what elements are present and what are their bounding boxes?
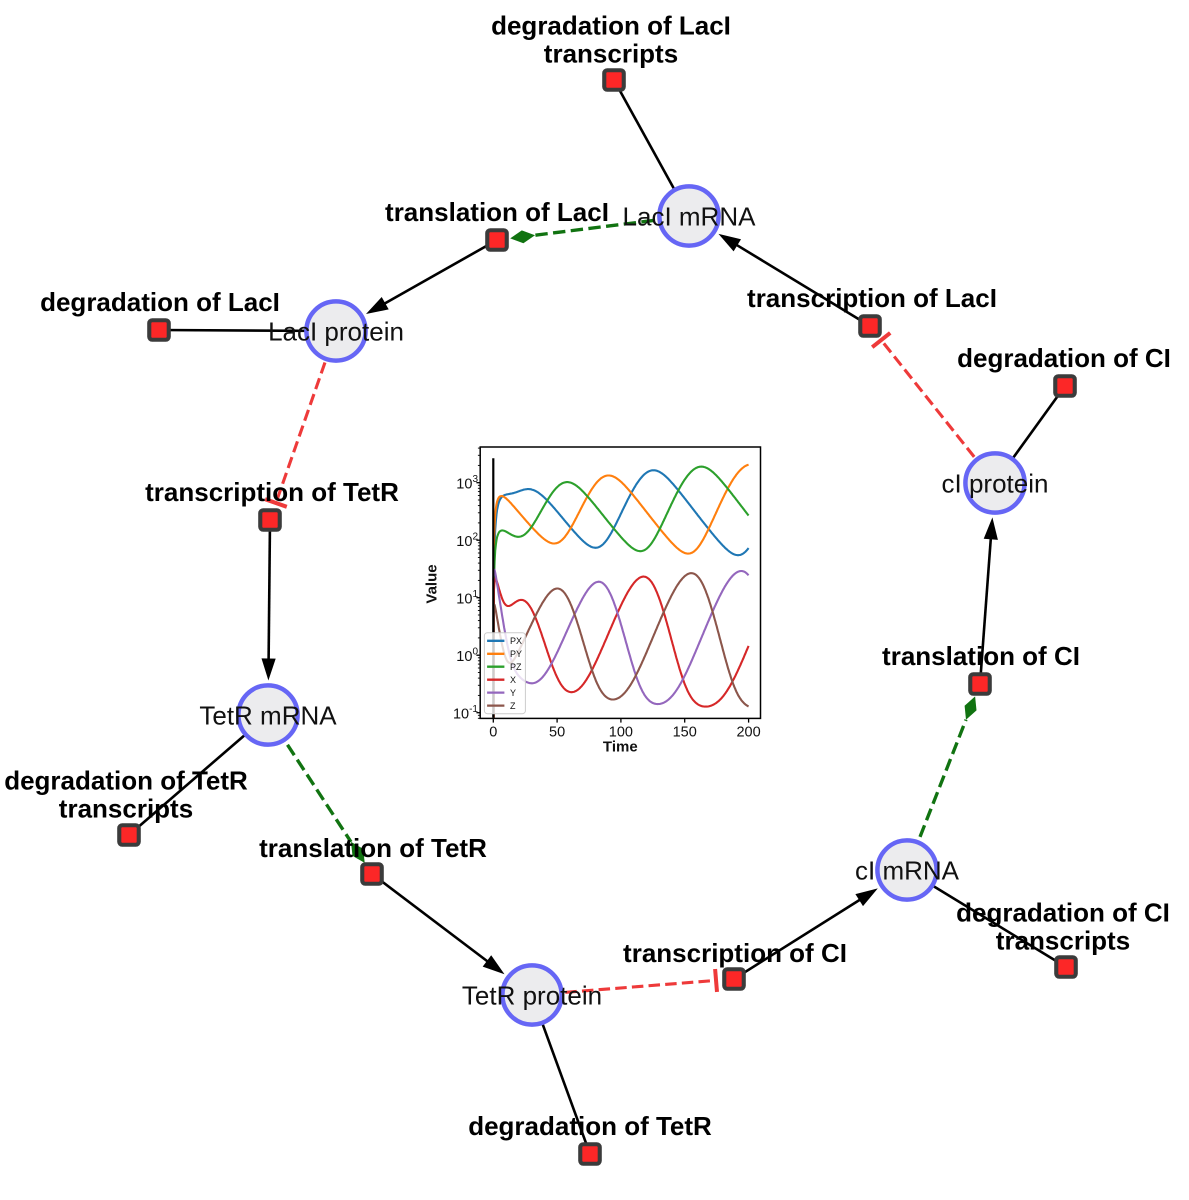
svg-text:TetR protein: TetR protein	[462, 980, 602, 1010]
svg-text:Y: Y	[510, 688, 516, 698]
svg-text:degradation of CI: degradation of CI	[956, 897, 1170, 927]
svg-text:translation of TetR: translation of TetR	[259, 833, 487, 863]
svg-text:translation of CI: translation of CI	[882, 641, 1080, 671]
svg-text:cI mRNA: cI mRNA	[855, 855, 960, 885]
svg-text:degradation of TetR: degradation of TetR	[4, 765, 248, 795]
svg-text:PX: PX	[510, 636, 522, 646]
svg-text:TetR mRNA: TetR mRNA	[199, 700, 337, 730]
svg-text:transcription of CI: transcription of CI	[623, 938, 847, 968]
svg-text:degradation of LacI: degradation of LacI	[491, 10, 731, 40]
svg-text:transcription of TetR: transcription of TetR	[145, 477, 399, 507]
svg-text:150: 150	[673, 725, 697, 741]
svg-text:Value: Value	[424, 564, 441, 603]
svg-text:LacI protein: LacI protein	[268, 316, 404, 346]
svg-text:cI protein: cI protein	[942, 468, 1049, 498]
svg-text:X: X	[510, 675, 516, 685]
svg-text:PY: PY	[510, 649, 522, 659]
svg-text:Time: Time	[603, 739, 638, 756]
svg-text:100: 100	[609, 725, 633, 741]
svg-text:50: 50	[549, 725, 565, 741]
svg-text:Z: Z	[510, 701, 516, 711]
svg-text:translation of LacI: translation of LacI	[385, 197, 609, 227]
svg-text:transcripts: transcripts	[544, 39, 678, 69]
svg-text:200: 200	[736, 725, 760, 741]
svg-text:degradation of LacI: degradation of LacI	[40, 287, 280, 317]
svg-text:transcription of LacI: transcription of LacI	[747, 283, 997, 313]
svg-text:degradation of TetR: degradation of TetR	[468, 1111, 712, 1141]
svg-text:transcripts: transcripts	[996, 926, 1130, 956]
svg-text:0: 0	[489, 725, 497, 741]
svg-text:transcripts: transcripts	[59, 794, 193, 824]
svg-text:PZ: PZ	[510, 662, 522, 672]
svg-text:LacI mRNA: LacI mRNA	[623, 201, 757, 231]
svg-text:degradation of CI: degradation of CI	[957, 343, 1171, 373]
